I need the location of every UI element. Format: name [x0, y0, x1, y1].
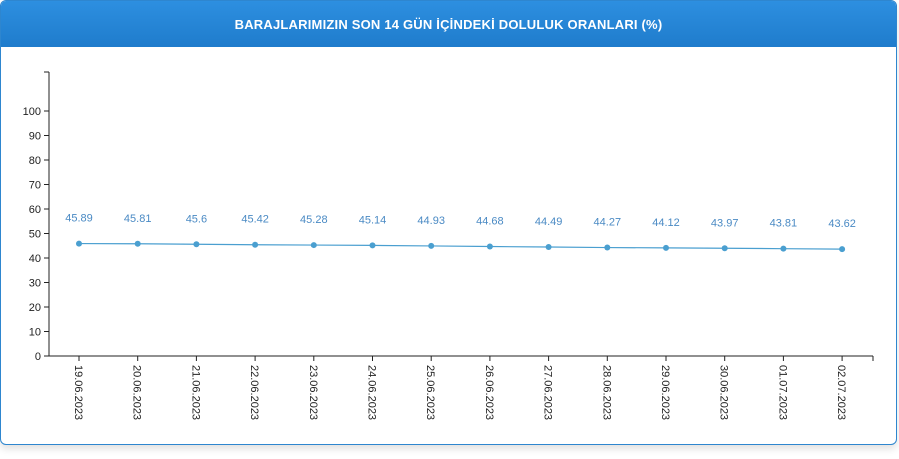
- x-tick-label: 20.06.2023: [131, 365, 143, 420]
- data-point: [839, 246, 846, 253]
- x-tick-label: 25.06.2023: [424, 365, 436, 420]
- data-point: [76, 240, 82, 247]
- data-label: 45.28: [300, 214, 328, 226]
- data-label: 44.68: [476, 216, 504, 228]
- x-tick-label: 30.06.2023: [718, 365, 730, 420]
- x-tick-label: 02.07.2023: [835, 365, 847, 420]
- y-tick-label: 30: [29, 278, 41, 290]
- x-tick-label: 27.06.2023: [542, 365, 554, 420]
- y-tick-label: 0: [35, 351, 41, 363]
- data-point: [369, 242, 376, 249]
- data-label: 44.12: [652, 217, 680, 229]
- data-label: 44.27: [594, 217, 622, 229]
- data-point: [604, 244, 611, 251]
- y-tick-label: 90: [29, 131, 41, 143]
- data-label: 45.42: [241, 214, 269, 226]
- data-label: 44.93: [417, 215, 445, 227]
- data-point: [545, 243, 552, 250]
- y-tick-label: 20: [29, 302, 41, 314]
- x-tick-label: 28.06.2023: [600, 365, 612, 420]
- x-tick-label: 01.07.2023: [776, 365, 788, 420]
- data-label: 43.81: [770, 218, 798, 230]
- chart-title: BARAJLARIMIZIN SON 14 GÜN İÇİNDEKİ DOLUL…: [234, 16, 663, 32]
- data-point: [428, 242, 435, 249]
- x-tick-label: 22.06.2023: [248, 365, 260, 420]
- data-label: 45.89: [65, 213, 93, 225]
- data-label: 43.62: [828, 218, 856, 230]
- data-label: 44.49: [535, 216, 563, 228]
- data-label: 45.6: [186, 213, 207, 225]
- x-tick-label: 23.06.2023: [307, 365, 319, 420]
- data-label: 45.81: [124, 213, 152, 225]
- x-tick-label: 21.06.2023: [189, 365, 201, 420]
- data-label: 45.14: [359, 214, 387, 226]
- chart-header: BARAJLARIMIZIN SON 14 GÜN İÇİNDEKİ DOLUL…: [1, 1, 896, 47]
- y-tick-label: 40: [29, 253, 41, 265]
- y-tick-label: 60: [29, 204, 41, 216]
- y-tick-label: 70: [29, 180, 41, 192]
- data-point: [663, 244, 669, 251]
- data-point: [252, 241, 259, 248]
- series-line: [78, 242, 843, 250]
- data-point: [134, 240, 141, 247]
- data-label: 43.97: [711, 217, 739, 229]
- y-tick-label: 100: [23, 106, 41, 118]
- x-tick-label: 24.06.2023: [366, 365, 378, 420]
- data-point: [721, 245, 728, 252]
- y-tick-label: 50: [29, 229, 41, 241]
- chart-panel: BARAJLARIMIZIN SON 14 GÜN İÇİNDEKİ DOLUL…: [0, 0, 897, 445]
- y-tick-label: 10: [29, 327, 41, 339]
- y-tick-label: 80: [29, 155, 41, 167]
- data-point: [310, 242, 317, 249]
- data-point: [486, 243, 493, 250]
- data-point: [193, 241, 200, 248]
- data-point: [780, 245, 787, 252]
- x-tick-label: 29.06.2023: [659, 365, 671, 420]
- x-tick-label: 19.06.2023: [72, 365, 84, 420]
- x-tick-label: 26.06.2023: [483, 365, 495, 420]
